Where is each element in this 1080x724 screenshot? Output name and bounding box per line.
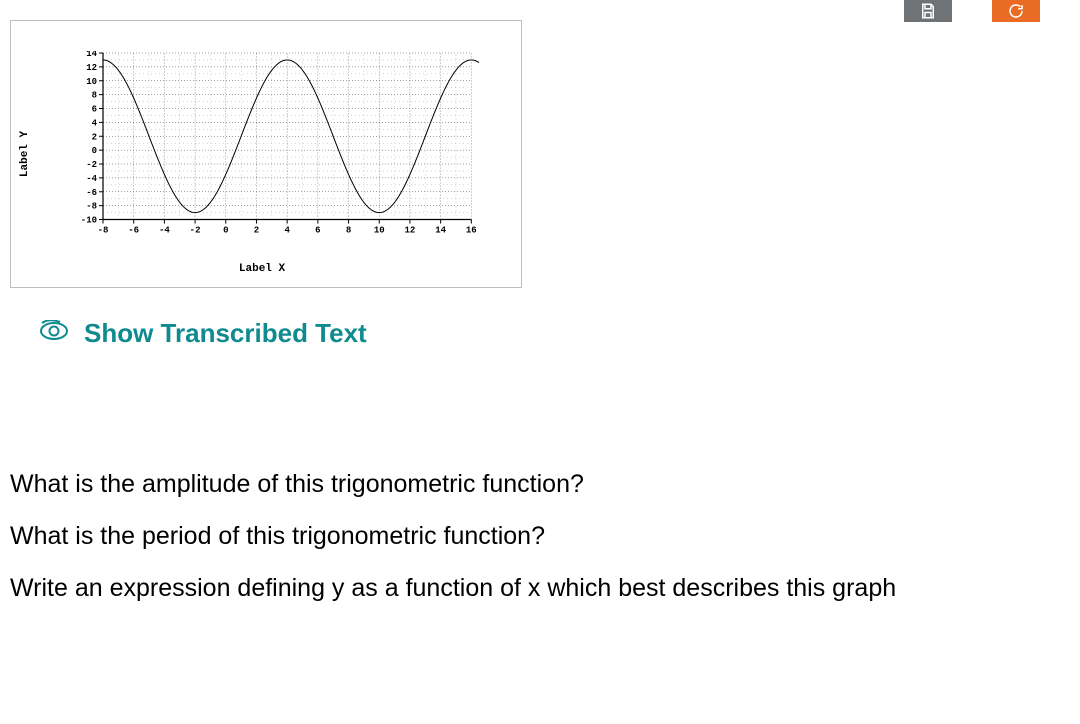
- svg-text:6: 6: [315, 226, 320, 236]
- chart-inner: Label Y Label X -8-6-4-20246810121416-10…: [31, 41, 493, 267]
- svg-text:-4: -4: [86, 174, 97, 184]
- svg-text:2: 2: [254, 226, 259, 236]
- svg-text:16: 16: [466, 226, 477, 236]
- svg-text:-4: -4: [159, 226, 170, 236]
- question-2: What is the period of this trigonometric…: [10, 520, 1070, 554]
- svg-text:12: 12: [86, 63, 97, 73]
- svg-text:8: 8: [346, 226, 351, 236]
- svg-text:-8: -8: [98, 226, 109, 236]
- svg-text:6: 6: [92, 105, 97, 115]
- svg-text:14: 14: [435, 226, 446, 236]
- plot-area: -8-6-4-20246810121416-10-8-6-4-202468101…: [79, 51, 483, 239]
- svg-text:-6: -6: [86, 188, 97, 198]
- question-1: What is the amplitude of this trigonomet…: [10, 468, 1070, 502]
- svg-text:-2: -2: [190, 226, 201, 236]
- save-icon: [919, 2, 937, 20]
- refresh-button[interactable]: [992, 0, 1040, 22]
- svg-text:8: 8: [92, 91, 97, 101]
- svg-text:4: 4: [284, 226, 290, 236]
- svg-text:14: 14: [86, 51, 97, 59]
- y-axis-label: Label Y: [19, 131, 31, 177]
- svg-text:4: 4: [92, 118, 98, 128]
- show-transcribed-label: Show Transcribed Text: [84, 318, 367, 349]
- svg-text:10: 10: [374, 226, 385, 236]
- refresh-icon: [1007, 2, 1025, 20]
- top-button-bar: [904, 0, 1040, 22]
- x-axis-label: Label X: [239, 263, 285, 275]
- chart-container: Label Y Label X -8 -6 -4 -2 0 2 4 6 8 10 12 14 16 -10…: [10, 20, 522, 288]
- svg-text:2: 2: [92, 132, 97, 142]
- svg-text:-8: -8: [86, 202, 97, 212]
- save-button[interactable]: [904, 0, 952, 22]
- svg-text:0: 0: [223, 226, 228, 236]
- svg-text:-10: -10: [81, 216, 97, 226]
- svg-text:0: 0: [92, 146, 97, 156]
- svg-text:-6: -6: [128, 226, 139, 236]
- svg-text:-2: -2: [86, 160, 97, 170]
- svg-text:12: 12: [405, 226, 416, 236]
- question-block: What is the amplitude of this trigonomet…: [10, 468, 1070, 623]
- eye-icon: [40, 320, 68, 347]
- sine-chart: -8-6-4-20246810121416-10-8-6-4-202468101…: [79, 51, 483, 239]
- question-3: Write an expression defining y as a func…: [10, 572, 1070, 606]
- show-transcribed-toggle[interactable]: Show Transcribed Text: [40, 318, 367, 349]
- svg-text:10: 10: [86, 77, 97, 87]
